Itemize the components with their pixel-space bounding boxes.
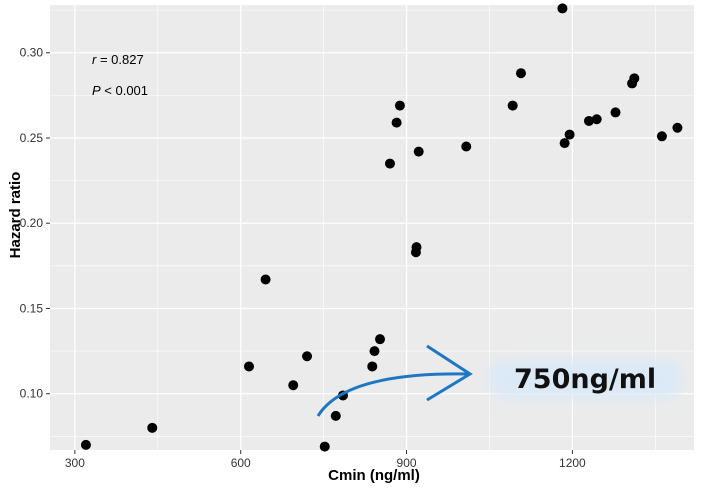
arrowhead-icon	[426, 344, 473, 402]
y-tick-label: 0.15	[20, 301, 44, 315]
data-point	[583, 115, 594, 126]
y-axis: 0.10 0.15 0.20 0.25 0.30	[20, 46, 50, 401]
callout-background	[488, 360, 682, 398]
data-point	[391, 117, 402, 128]
correlation-annotation: r = 0.827	[92, 52, 144, 67]
data-points	[80, 3, 683, 452]
data-point	[319, 441, 330, 452]
data-point	[411, 242, 422, 253]
x-tick-label: 600	[231, 456, 251, 470]
data-point	[80, 439, 91, 450]
data-point	[147, 422, 158, 433]
data-point	[610, 107, 621, 118]
data-point	[302, 351, 313, 362]
threshold-callout: 750ng/ml	[316, 344, 682, 417]
x-tick-label: 1200	[559, 456, 586, 470]
data-point	[461, 141, 472, 152]
data-point	[330, 410, 341, 421]
y-tick-label: 0.30	[20, 46, 44, 60]
data-point	[672, 122, 683, 133]
y-tick-label: 0.10	[20, 387, 44, 401]
data-point	[384, 158, 395, 169]
data-point	[629, 73, 640, 84]
callout-label: 750ng/ml	[514, 364, 656, 395]
data-point	[244, 361, 255, 372]
grid-lines	[50, 5, 694, 450]
data-point	[564, 129, 575, 140]
x-tick-label: 300	[65, 456, 85, 470]
data-point	[260, 274, 271, 285]
y-tick-label: 0.20	[20, 216, 44, 230]
x-axis: 300 600 900 1200	[65, 450, 586, 470]
data-point	[413, 146, 424, 157]
data-point	[591, 114, 602, 125]
data-point	[367, 361, 378, 372]
data-point	[557, 3, 568, 14]
p-value-annotation: P < 0.001	[92, 83, 148, 98]
data-point	[375, 334, 386, 345]
y-axis-title: Hazard ratio	[7, 172, 24, 259]
x-tick-label: 900	[397, 456, 417, 470]
x-axis-title: Cmin (ng/ml)	[328, 467, 420, 484]
data-point	[394, 100, 405, 111]
data-point	[288, 380, 299, 391]
y-tick-label: 0.25	[20, 131, 44, 145]
data-point	[656, 131, 667, 142]
data-point	[369, 346, 380, 357]
data-point	[515, 68, 526, 79]
data-point	[507, 100, 518, 111]
data-point	[559, 138, 570, 149]
callout-arrow	[316, 372, 469, 417]
